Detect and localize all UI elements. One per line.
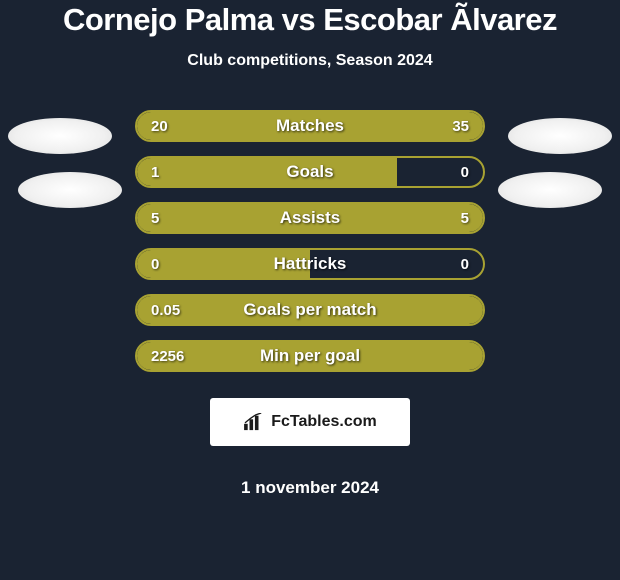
stat-value-right: 35	[452, 118, 469, 135]
stat-label: Goals per match	[243, 300, 376, 320]
subtitle: Club competitions, Season 2024	[187, 52, 432, 70]
stat-label: Hattricks	[274, 254, 347, 274]
stat-label: Matches	[276, 116, 344, 136]
stat-row-assists: 5 Assists 5	[135, 202, 485, 234]
stat-label: Goals	[286, 162, 333, 182]
stat-row-hattricks: 0 Hattricks 0	[135, 248, 485, 280]
stat-row-matches: 20 Matches 35	[135, 110, 485, 142]
stat-row-min-per-goal: 2256 Min per goal	[135, 340, 485, 372]
stat-value-left: 1	[151, 164, 159, 181]
bars-icon	[243, 413, 265, 431]
stat-label: Min per goal	[260, 346, 360, 366]
logo-text: FcTables.com	[271, 413, 377, 431]
stat-value-left: 2256	[151, 348, 184, 365]
stat-value-right: 5	[461, 210, 469, 227]
comparison-widget: Cornejo Palma vs Escobar Ãlvarez Club co…	[0, 0, 620, 498]
stat-row-goals-per-match: 0.05 Goals per match	[135, 294, 485, 326]
stat-value-left: 0.05	[151, 302, 180, 319]
stat-value-left: 5	[151, 210, 159, 227]
stat-value-left: 20	[151, 118, 168, 135]
date-label: 1 november 2024	[241, 478, 379, 498]
stats-bars: 20 Matches 35 1 Goals 0 5 Assists 5 0 Ha…	[0, 110, 620, 498]
stat-fill-left	[137, 158, 397, 186]
stat-label: Assists	[280, 208, 340, 228]
stat-row-goals: 1 Goals 0	[135, 156, 485, 188]
stat-value-left: 0	[151, 256, 159, 273]
stat-value-right: 0	[461, 164, 469, 181]
page-title: Cornejo Palma vs Escobar Ãlvarez	[63, 2, 557, 38]
fctables-logo[interactable]: FcTables.com	[210, 398, 410, 446]
stat-value-right: 0	[461, 256, 469, 273]
